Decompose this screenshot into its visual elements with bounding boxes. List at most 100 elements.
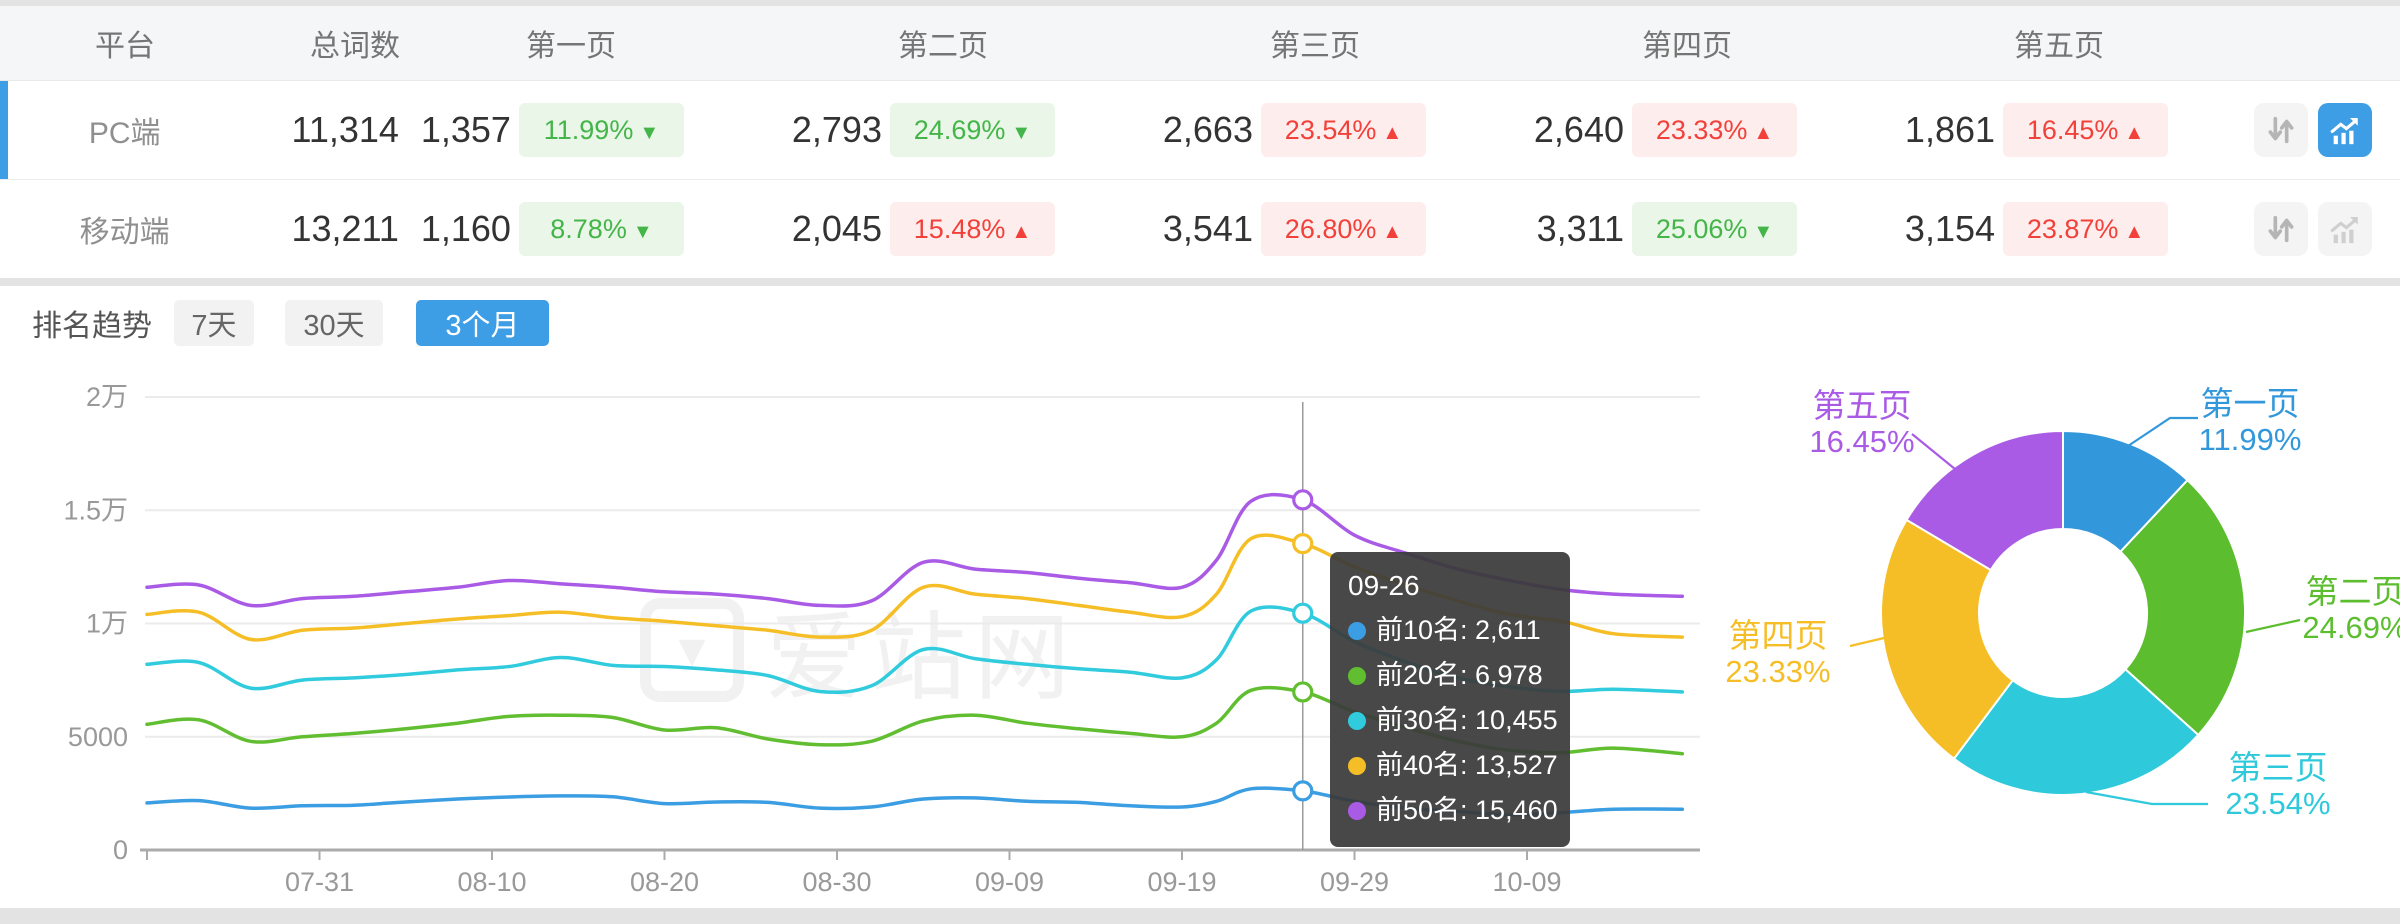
aizhan-logo-icon: ▼ [640, 597, 744, 702]
trend-section: 排名趋势 7天 30天 3个月 ▼ 爱站网 2万 1.5万 1万 5000 0 07-31… [0, 286, 2400, 908]
watermark-text: 爱站网 [766, 605, 1078, 712]
tooltip-item: 前40名: 13,527 [1348, 743, 1558, 788]
series-dot-icon [1348, 801, 1366, 820]
total-words: 11,314 [291, 109, 399, 150]
page3-cell: 2,663 23.54% ▲ [1141, 103, 1512, 157]
svg-text:1.5万: 1.5万 [63, 495, 128, 525]
page1-cell: 1,357 11.99% ▼ [399, 103, 770, 157]
svg-text:09-09: 09-09 [975, 867, 1044, 897]
donut-label-page5: 第五页 16.45% [1809, 387, 1915, 460]
platform-label: 移动端 [79, 216, 170, 249]
row-actions [2254, 103, 2400, 157]
page2-count: 2,793 [791, 109, 882, 150]
col-header-page4: 第四页 [1642, 30, 1732, 63]
trend-arrow-icon: ▲ [1011, 221, 1032, 243]
page3-cell: 3,541 26.80% ▲ [1141, 202, 1512, 256]
svg-text:08-20: 08-20 [630, 867, 699, 897]
svg-text:2万: 2万 [86, 382, 128, 412]
tooltip-items: 前10名: 2,611 前20名: 6,978 前30名: 10,455 前40名: … [1348, 608, 1558, 833]
series-dot-icon [1348, 621, 1366, 640]
page3-count: 3,541 [1162, 208, 1253, 249]
col-header-page1: 第一页 [526, 30, 616, 63]
col-header-platform: 平台 [95, 30, 155, 63]
tab-30-days[interactable]: 30天 [285, 300, 383, 346]
page4-change-badge: 23.33% ▲ [1632, 103, 1797, 157]
aizhan-watermark: ▼ 爱站网 [640, 580, 1078, 719]
sort-compare-button[interactable] [2254, 103, 2309, 157]
col-header-page2: 第二页 [898, 30, 988, 63]
trend-arrow-icon: ▼ [632, 221, 653, 243]
svg-text:09-29: 09-29 [1320, 867, 1389, 897]
page1-count: 1,160 [420, 208, 511, 249]
page3-change-badge: 23.54% ▲ [1260, 103, 1426, 157]
table-header-row: 平台 总词数 第一页 第二页 第三页 第四页 第五页 [0, 6, 2400, 81]
tooltip-item: 前30名: 10,455 [1348, 698, 1558, 743]
tooltip-item: 前20名: 6,978 [1348, 653, 1552, 698]
tooltip-item: 前10名: 2,611 [1348, 608, 1552, 653]
sort-arrows-icon [2268, 116, 2294, 144]
row-actions [2254, 202, 2400, 256]
page4-cell: 2,640 23.33% ▲ [1512, 103, 1883, 157]
page5-count: 3,154 [1904, 208, 1996, 249]
tab-7-days[interactable]: 7天 [174, 300, 254, 346]
page5-change-badge: 23.87% ▲ [2003, 202, 2169, 256]
row-divider [0, 179, 2400, 180]
donut-label-page2: 第二页 24.69% [2302, 573, 2400, 646]
table-row-pc[interactable]: PC端 11,314 1,357 11.99% ▼ 2,793 24.69% ▼ 2… [0, 81, 2400, 179]
donut-label-page1: 第一页 11.99% [2198, 385, 2302, 458]
sort-arrows-icon [2268, 215, 2294, 243]
trend-arrow-icon: ▼ [1753, 221, 1774, 243]
trend-chart-button[interactable] [2318, 202, 2373, 256]
page1-change-badge: 8.78% ▼ [518, 202, 684, 256]
svg-text:07-31: 07-31 [285, 867, 354, 897]
trend-arrow-icon: ▲ [1753, 122, 1774, 144]
page2-cell: 2,793 24.69% ▼ [770, 103, 1141, 157]
trend-title: 排名趋势 [32, 310, 152, 343]
page1-count: 1,357 [420, 109, 511, 150]
page2-count: 2,045 [791, 208, 882, 249]
trend-arrow-icon: ▼ [639, 122, 660, 144]
series-dot-icon [1348, 756, 1366, 775]
trend-header: 排名趋势 7天 30天 3个月 [32, 300, 549, 346]
svg-text:09-19: 09-19 [1147, 867, 1216, 897]
page2-change-badge: 24.69% ▼ [889, 103, 1055, 157]
page-distribution-donut[interactable]: 第一页 11.99% 第二页 24.69% 第三页 23.54% 第四页 23.33% … [1700, 380, 2400, 860]
col-header-page3: 第三页 [1270, 30, 1360, 63]
page3-change-badge: 26.80% ▲ [1260, 202, 1426, 256]
page4-count: 3,311 [1536, 208, 1624, 249]
col-header-total: 总词数 [310, 30, 400, 63]
chart-tooltip: 09-26 前10名: 2,611 前20名: 6,978 前30名: 10,455… [1330, 552, 1570, 847]
page2-cell: 2,045 15.48% ▲ [770, 202, 1141, 256]
col-header-page5: 第五页 [2014, 30, 2104, 63]
line-chart-icon [2330, 117, 2358, 145]
page2-change-badge: 15.48% ▲ [889, 202, 1055, 256]
trend-arrow-icon: ▲ [2124, 221, 2145, 243]
tab-3-months[interactable]: 3个月 [416, 300, 549, 346]
page5-cell: 1,861 16.45% ▲ [1883, 103, 2254, 157]
table-row-mobile[interactable]: 移动端 13,211 1,160 8.78% ▼ 2,045 15.48% ▲ 3,… [0, 180, 2400, 278]
page1-change-badge: 11.99% ▼ [518, 103, 684, 157]
page4-count: 2,640 [1533, 109, 1624, 150]
trend-arrow-icon: ▼ [1011, 122, 1032, 144]
page4-change-badge: 25.06% ▼ [1632, 202, 1797, 256]
svg-text:10-09: 10-09 [1492, 867, 1561, 897]
page4-cell: 3,311 25.06% ▼ [1512, 202, 1883, 256]
trend-arrow-icon: ▲ [1382, 221, 1403, 243]
rank-summary-table: 平台 总词数 第一页 第二页 第三页 第四页 第五页 PC端 11,314 1,… [0, 6, 2400, 278]
series-dot-icon [1348, 711, 1366, 730]
trend-chart-button[interactable] [2318, 103, 2373, 157]
donut-label-page3: 第三页 23.54% [2225, 749, 2331, 822]
platform-label: PC端 [88, 117, 161, 150]
trend-arrow-icon: ▲ [1382, 122, 1403, 144]
svg-text:5000: 5000 [68, 722, 128, 752]
trend-arrow-icon: ▲ [2124, 122, 2145, 144]
page5-change-badge: 16.45% ▲ [2003, 103, 2169, 157]
svg-text:08-30: 08-30 [802, 867, 871, 897]
series-dot-icon [1348, 666, 1366, 685]
sort-compare-button[interactable] [2254, 202, 2309, 256]
page5-count: 1,861 [1904, 109, 1996, 150]
line-chart-icon [2330, 216, 2358, 244]
tooltip-date: 09-26 [1348, 570, 1420, 601]
svg-text:0: 0 [113, 835, 128, 865]
